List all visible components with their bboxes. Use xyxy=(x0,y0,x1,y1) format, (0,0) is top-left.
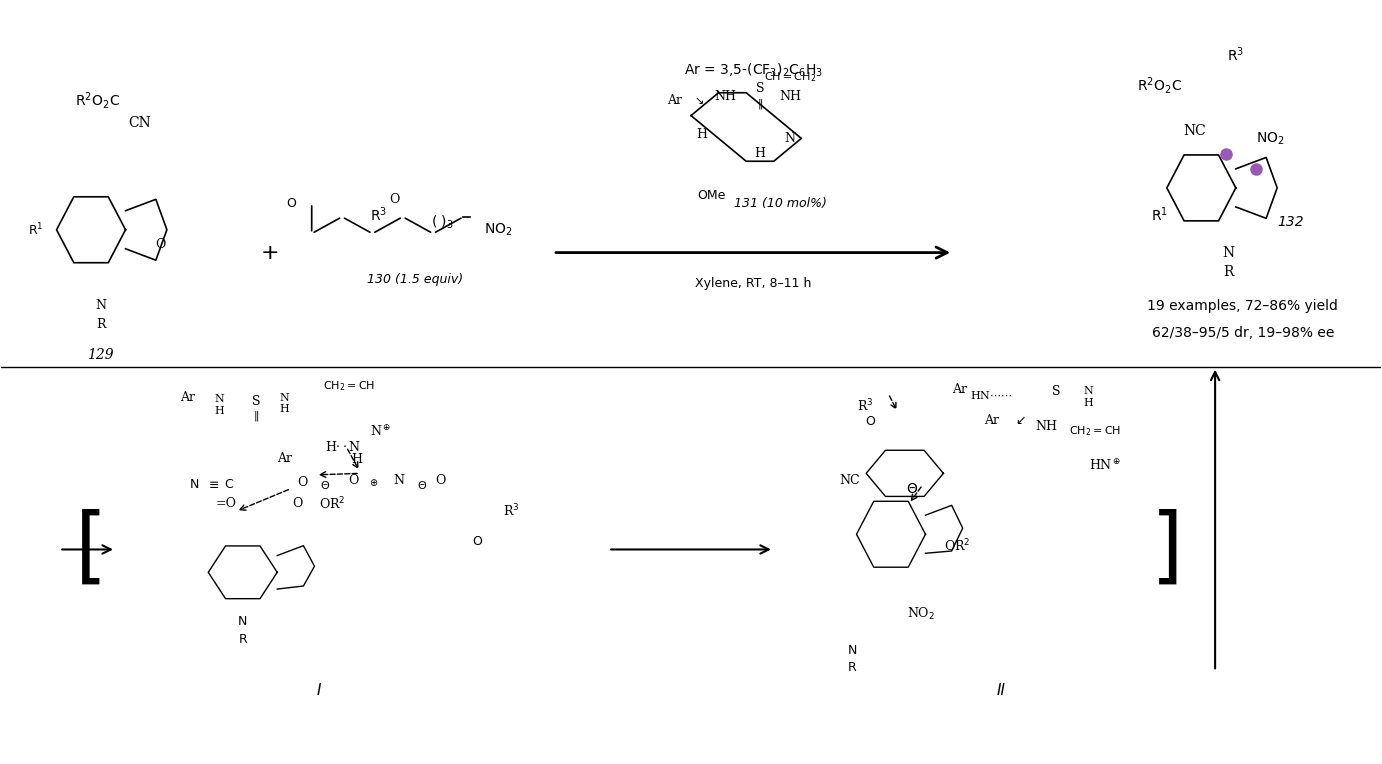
Text: OR$^2$: OR$^2$ xyxy=(319,496,346,512)
Text: $\mathrm{R^2O_2C}$: $\mathrm{R^2O_2C}$ xyxy=(1137,75,1183,96)
Text: +: + xyxy=(261,243,279,263)
Text: Ar: Ar xyxy=(180,390,195,403)
Text: N: N xyxy=(1223,245,1236,260)
Text: Ar: Ar xyxy=(668,94,681,107)
Text: O: O xyxy=(348,474,358,487)
Text: O: O xyxy=(293,497,303,510)
Text: 131 (10 mol%): 131 (10 mol%) xyxy=(734,196,826,209)
Text: 132: 132 xyxy=(1277,215,1305,229)
Text: S: S xyxy=(253,394,261,407)
Text: C: C xyxy=(225,478,234,491)
Text: S: S xyxy=(1052,385,1061,398)
Text: R: R xyxy=(238,633,247,646)
Text: $\rm CH{=}CH_2$: $\rm CH{=}CH_2$ xyxy=(764,70,817,84)
Text: R$^3$: R$^3$ xyxy=(857,398,873,415)
Text: NC: NC xyxy=(1183,124,1205,138)
Text: $\equiv$: $\equiv$ xyxy=(206,478,220,491)
Text: II: II xyxy=(996,683,1006,698)
Text: $\Theta$: $\Theta$ xyxy=(321,479,330,490)
Text: $\Theta$: $\Theta$ xyxy=(417,479,427,490)
Text: O: O xyxy=(297,476,307,489)
Text: CN: CN xyxy=(129,116,151,130)
Text: HN$^\oplus$: HN$^\oplus$ xyxy=(1089,458,1121,473)
Text: Ar: Ar xyxy=(276,452,292,465)
Text: R: R xyxy=(849,661,857,674)
Text: [: [ xyxy=(75,509,108,590)
Text: 129: 129 xyxy=(87,348,113,362)
Text: $\mathrm{R^1}$: $\mathrm{R^1}$ xyxy=(28,222,44,238)
Text: $\rm CH_2{=}CH$: $\rm CH_2{=}CH$ xyxy=(1070,425,1121,439)
Text: R: R xyxy=(1223,264,1234,279)
Text: NO$_2$: NO$_2$ xyxy=(908,606,936,622)
Text: R: R xyxy=(95,319,105,332)
Text: O: O xyxy=(155,238,166,251)
Text: OR$^2$: OR$^2$ xyxy=(944,537,970,554)
Text: I: I xyxy=(316,683,321,698)
Text: NH: NH xyxy=(1036,419,1057,432)
Text: OMe: OMe xyxy=(698,189,726,202)
Text: H: H xyxy=(697,128,708,141)
Text: HN$\cdots\cdots$: HN$\cdots\cdots$ xyxy=(970,389,1013,401)
Text: N: N xyxy=(95,299,106,312)
Text: H$\cdot\cdot$N: H$\cdot\cdot$N xyxy=(325,440,362,454)
Text: 130 (1.5 equiv): 130 (1.5 equiv) xyxy=(368,273,463,286)
Text: $\mathrm{R^3}$: $\mathrm{R^3}$ xyxy=(1227,45,1244,64)
Text: H: H xyxy=(755,147,766,160)
Text: R$^3$: R$^3$ xyxy=(503,503,520,520)
Text: ]: ] xyxy=(1151,509,1183,590)
Text: S: S xyxy=(756,83,764,96)
Text: $\|$: $\|$ xyxy=(253,410,260,423)
Text: $\oplus$: $\oplus$ xyxy=(369,477,379,488)
Text: N
H: N H xyxy=(279,393,289,414)
Text: NH: NH xyxy=(714,90,737,103)
Text: $\searrow$: $\searrow$ xyxy=(692,95,703,105)
Text: H: H xyxy=(352,453,362,466)
Text: $\Theta$: $\Theta$ xyxy=(905,481,918,496)
Text: N$^\oplus$: N$^\oplus$ xyxy=(370,424,391,439)
Text: =O: =O xyxy=(216,497,236,510)
Text: $\|$: $\|$ xyxy=(757,97,763,111)
Text: N: N xyxy=(238,615,247,628)
Text: $\rm CH_2{=}CH$: $\rm CH_2{=}CH$ xyxy=(323,379,375,393)
Text: O: O xyxy=(473,536,482,549)
Text: N: N xyxy=(189,478,199,491)
Text: Ar = 3,5-(CF$_3$)$_2$C$_6$H$_3$: Ar = 3,5-(CF$_3$)$_2$C$_6$H$_3$ xyxy=(684,61,822,79)
Text: N
H: N H xyxy=(1083,387,1093,408)
Text: N: N xyxy=(847,644,857,657)
Text: $\mathrm{R^1}$: $\mathrm{R^1}$ xyxy=(1151,206,1168,224)
Text: 62/38–95/5 dr, 19–98% ee: 62/38–95/5 dr, 19–98% ee xyxy=(1151,325,1334,339)
Text: $\swarrow$: $\swarrow$ xyxy=(1013,413,1025,426)
Text: Ar: Ar xyxy=(984,413,999,426)
Text: O: O xyxy=(435,474,445,487)
Text: NC: NC xyxy=(839,474,860,487)
Text: $\mathrm{(\ )_3}$: $\mathrm{(\ )_3}$ xyxy=(431,213,455,231)
Text: $\mathrm{NO_2}$: $\mathrm{NO_2}$ xyxy=(1256,130,1285,147)
Text: $\mathrm{R^2O_2C}$: $\mathrm{R^2O_2C}$ xyxy=(76,90,120,111)
Text: N: N xyxy=(392,474,404,487)
Text: NH: NH xyxy=(779,90,802,103)
Text: O: O xyxy=(286,196,296,209)
Text: Xylene, RT, 8–11 h: Xylene, RT, 8–11 h xyxy=(695,277,811,290)
Text: O: O xyxy=(865,415,875,428)
Text: $\mathrm{NO_2}$: $\mathrm{NO_2}$ xyxy=(484,222,513,238)
Text: $\mathrm{R^3}$: $\mathrm{R^3}$ xyxy=(370,206,387,224)
Text: Ar: Ar xyxy=(952,383,967,396)
Text: N: N xyxy=(785,132,796,145)
Text: 19 examples, 72–86% yield: 19 examples, 72–86% yield xyxy=(1147,299,1338,313)
Text: O: O xyxy=(390,193,399,206)
Text: N
H: N H xyxy=(214,394,224,416)
